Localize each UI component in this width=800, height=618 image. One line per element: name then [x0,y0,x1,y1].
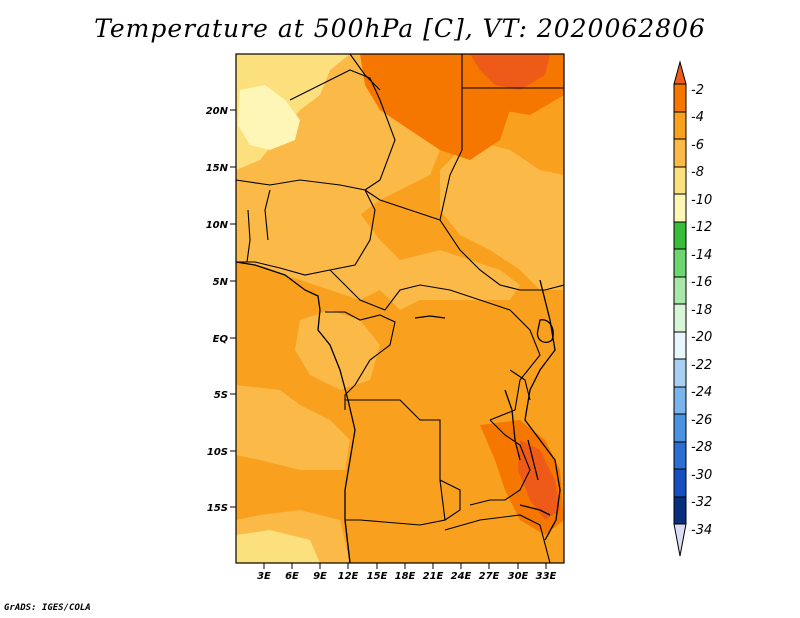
lat-label-eq: EQ [213,334,229,345]
longitude-axis: 3E 6E 9E 12E 15E 18E 21E 24E 27E 30E 33E [257,563,557,582]
colorbar-label: -10 [691,193,712,208]
colorbar-segment [673,111,687,140]
lon-label-33e: 33E [536,571,557,582]
border-nigeria-region [236,179,376,276]
colorbar-segment [673,276,687,305]
lon-label-21e: 21E [423,571,444,582]
lat-label-15n: 15N [206,163,229,174]
colorbar-label: -20 [691,330,712,345]
lon-label-6e: 6E [285,571,299,582]
colorbar-label: -26 [691,413,712,428]
border-car-congo [329,269,511,311]
colorbar-label: -22 [691,358,712,373]
colorbar-segment [673,303,687,333]
lon-label-24e: 24E [451,571,472,582]
lake-tanganyika [504,389,521,461]
field-egypt-hot [470,54,550,90]
temperature-field [236,54,564,563]
border-benin [264,189,271,241]
colorbar-label: -4 [691,110,704,125]
lat-label-5n: 5N [213,277,229,288]
lake-kariba [519,504,551,516]
lat-label-10n: 10N [206,220,229,231]
colorbar-top-arrow [673,60,687,85]
border-angola-drc [345,399,461,521]
colorbar-segment [673,248,687,278]
border-libya-algeria [349,54,381,91]
colorbar-label: -30 [691,468,712,483]
colorbar-label: -8 [691,165,704,180]
colorbar: -2 -4 -6 -8 -10 -12 -14 -16 -18 -20 -22 … [673,60,712,557]
colorbar-segment [673,441,687,470]
lat-label-10s: 10S [207,447,228,458]
colorbar-segment [673,166,687,195]
colorbar-segment [673,83,687,113]
lon-label-9e: 9E [313,571,327,582]
lon-label-15e: 15E [367,571,388,582]
colorbar-bottom-arrow [673,523,687,557]
border-niger-algeria [289,69,396,191]
chart-title: Temperature at 500hPa [C], VT: 202006280… [94,14,706,43]
colorbar-label: -32 [691,495,712,510]
colorbar-label: -16 [691,275,712,290]
border-gabon-congo [325,311,396,410]
coastline-west [236,261,356,563]
colorbar-segment [673,221,687,250]
lon-label-3e: 3E [257,571,271,582]
lat-label-5s: 5S [214,390,228,401]
border-tanzania [509,369,531,401]
lake-malawi [527,439,539,481]
colorbar-segment [673,386,687,415]
lon-label-12e: 12E [338,571,359,582]
lon-label-30e: 30E [508,571,529,582]
field-gulf-guinea [295,310,380,390]
field-south-atlantic [236,385,350,470]
field-mozambique-hot [518,440,560,520]
colorbar-segment [673,138,687,168]
coastline-east [524,279,561,541]
colorbar-label: -34 [691,523,712,538]
field-west-africa [250,195,520,310]
colorbar-segment [673,468,687,498]
field-libya-egypt [360,54,510,160]
colorbar-segment [673,496,687,525]
lake-victoria [536,319,554,344]
border-zimbabwe [444,514,551,563]
river-congo [414,315,446,319]
field-south-pale [236,530,320,563]
colorbar-label: -24 [691,385,712,400]
country-boundaries [236,54,564,563]
border-zambia [469,419,531,506]
lat-label-15s: 15S [207,503,228,514]
colorbar-segment [673,193,687,223]
coastlines [236,261,561,563]
colorbar-label: -12 [691,220,712,235]
colorbar-segment [673,413,687,443]
field-coldest-pocket [238,85,300,150]
border-togo [246,209,251,263]
colorbar-label: -18 [691,303,712,318]
colorbar-label: -6 [691,138,704,153]
border-great-lakes [489,309,541,421]
field-east-sudan [440,140,564,290]
lon-label-18e: 18E [395,571,416,582]
colorbar-label: -28 [691,440,712,455]
colorbar-segment [673,358,687,388]
latitude-axis: 20N 15N 10N 5N EQ 5S 10S 15S [206,106,236,514]
map-frame [235,53,565,564]
grads-credit: GrADS: IGES/COLA [4,603,91,613]
colorbar-segment [673,331,687,360]
lon-label-27e: 27E [479,571,500,582]
colorbar-label: -14 [691,248,712,263]
border-chad-south [364,189,441,221]
lat-label-20n: 20N [206,106,229,117]
colorbar-label: -2 [691,83,704,98]
border-chad-sudan [439,54,564,291]
